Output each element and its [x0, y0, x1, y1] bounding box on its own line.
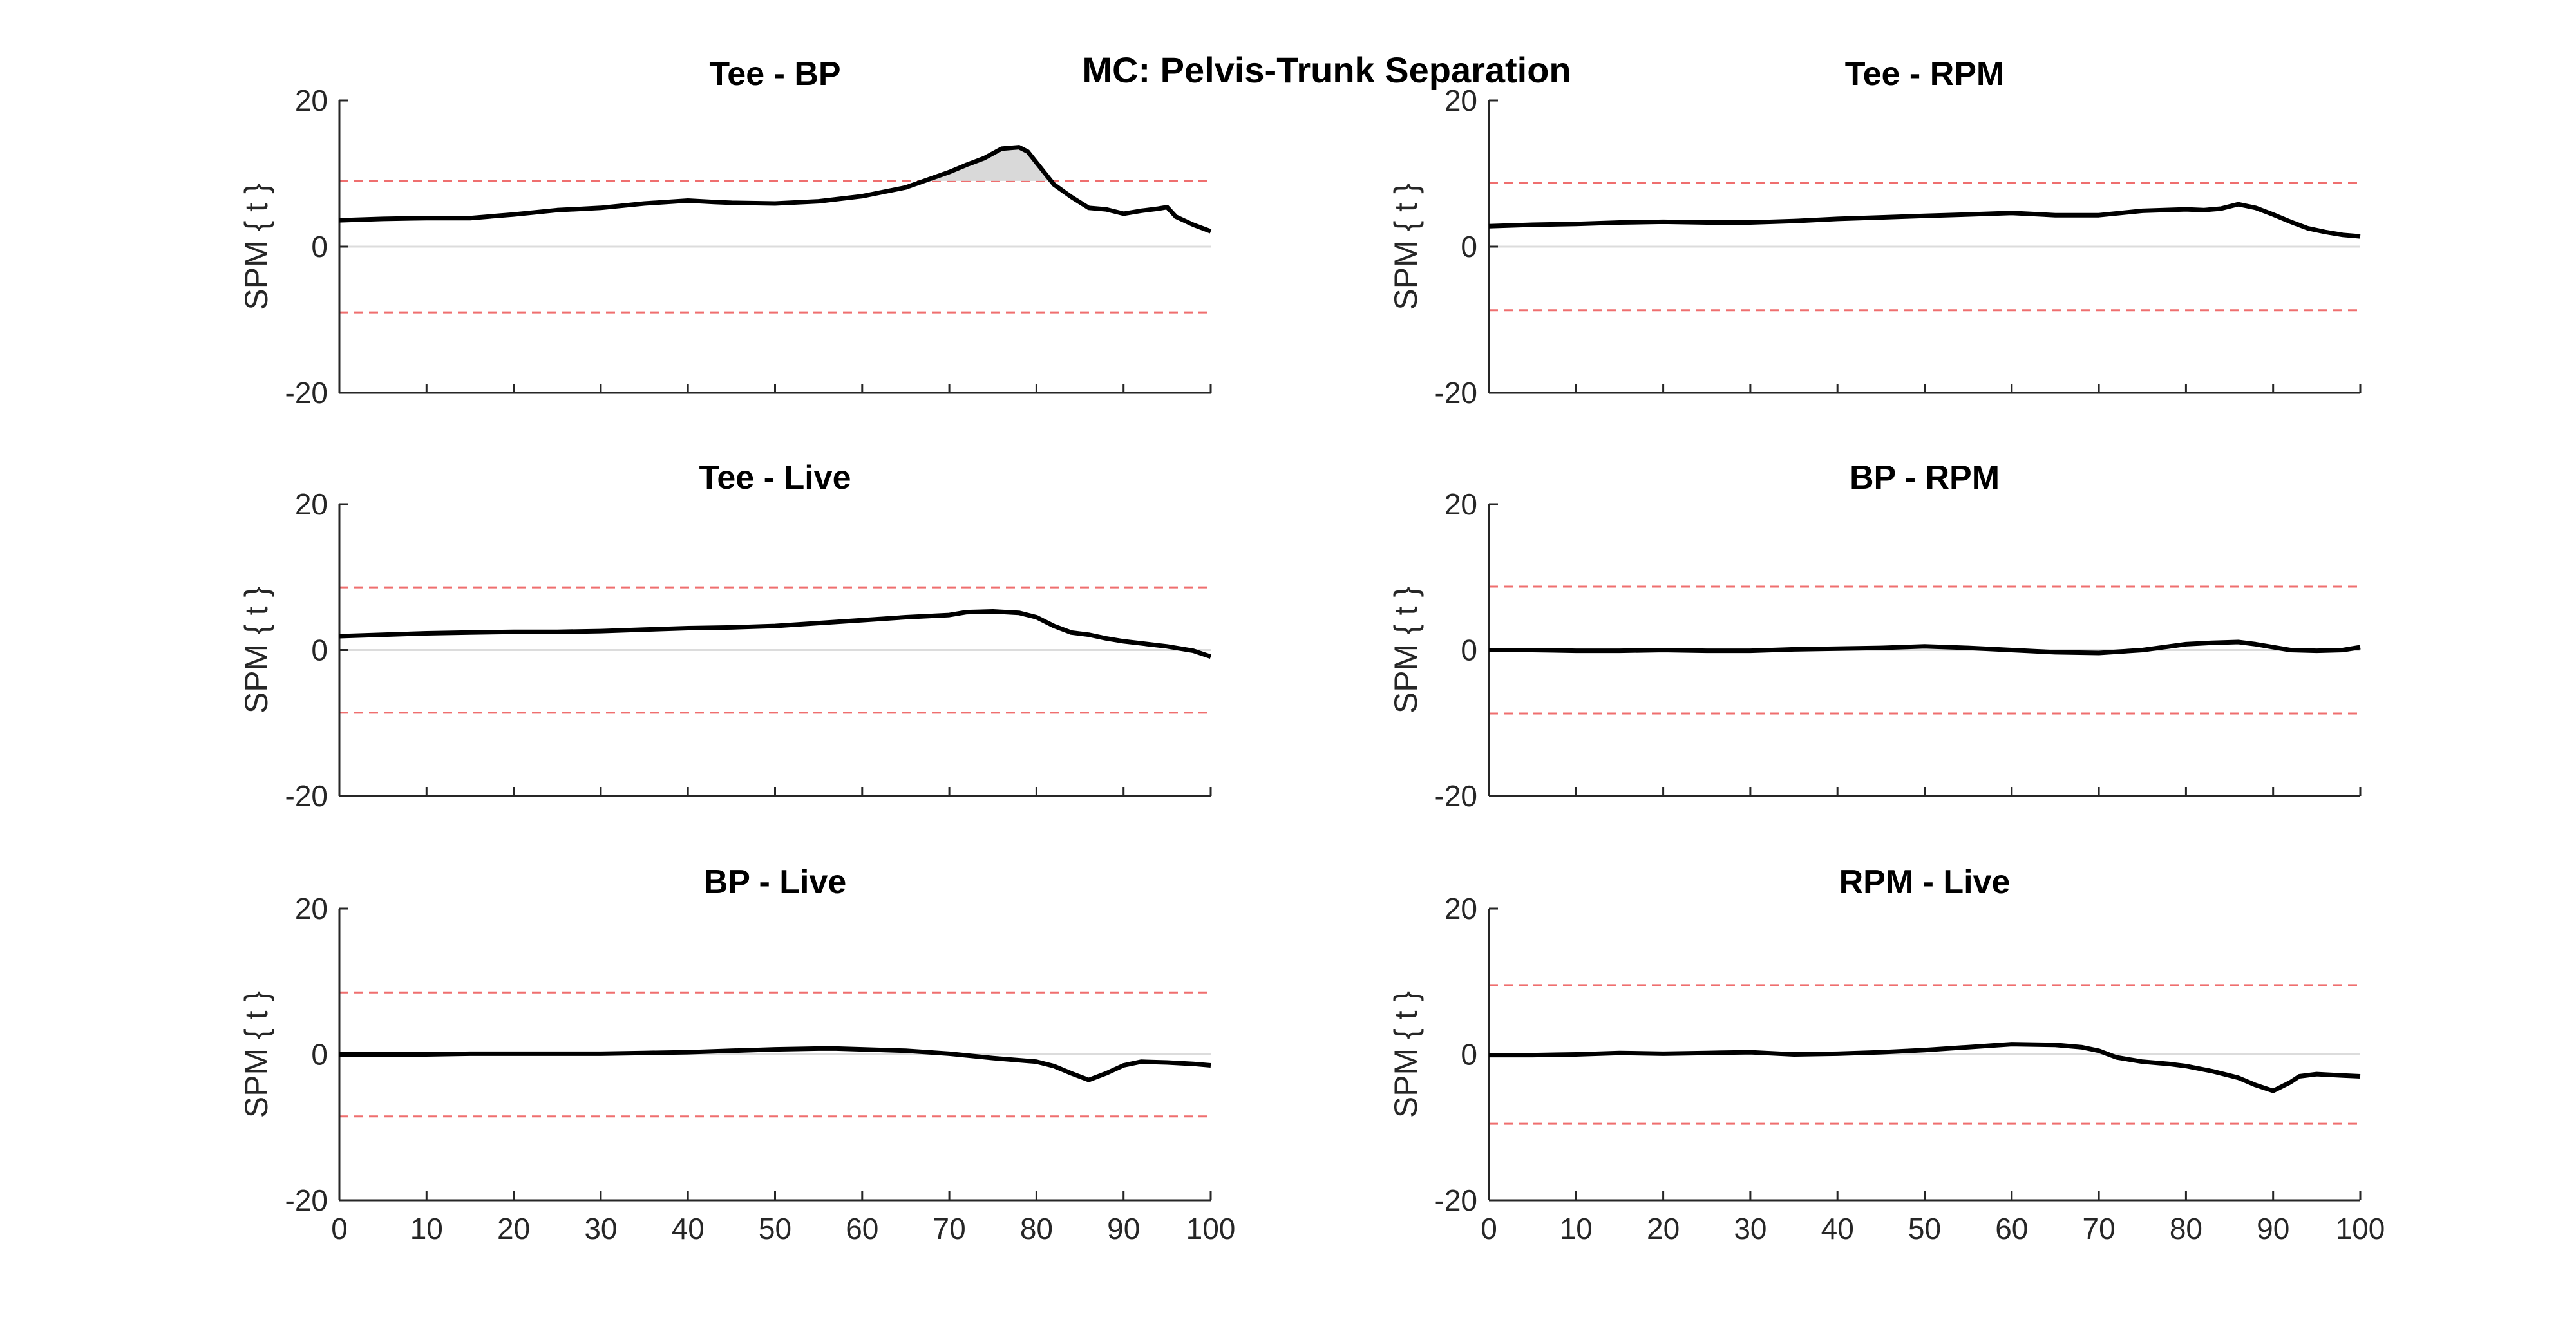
x-tick-label: 90 [1107, 1212, 1140, 1245]
x-tick-label: 50 [1908, 1212, 1941, 1245]
x-tick-label: 30 [1734, 1212, 1766, 1245]
y-tick-label: 0 [311, 230, 328, 263]
x-tick-label: 40 [672, 1212, 705, 1245]
x-tick-label: 10 [1560, 1212, 1593, 1245]
figure-title: MC: Pelvis-Trunk Separation [1082, 50, 1571, 90]
subplot-4: BP - RPM SPM { t } 20 0 -20 [1388, 459, 2362, 813]
y-axis-label: SPM { t } [238, 587, 274, 713]
x-tick-label: 50 [759, 1212, 791, 1245]
y-axis-label: SPM { t } [1388, 991, 1424, 1118]
x-tick-label: 70 [2083, 1212, 2116, 1245]
spm-t-curve [339, 145, 1212, 234]
x-tick-label: 80 [1020, 1212, 1053, 1245]
y-tick-label: 20 [295, 892, 328, 925]
subplot-title: Tee - RPM [1845, 55, 2005, 93]
spm-t-curve [1489, 639, 2361, 656]
subplot-title: BP - RPM [1850, 459, 2000, 496]
y-tick-label: 0 [1461, 230, 1477, 263]
y-axis-label: SPM { t } [238, 183, 274, 310]
y-tick-label: 20 [1444, 84, 1477, 117]
x-tick-label: 90 [2257, 1212, 2289, 1245]
x-tick-label: 100 [2336, 1212, 2385, 1245]
y-axis-label: SPM { t } [238, 991, 274, 1118]
y-tick-label: 0 [1461, 1038, 1477, 1071]
subplot-title: RPM - Live [1839, 864, 2011, 901]
y-tick-label: -20 [285, 376, 328, 410]
x-tick-label: 80 [2170, 1212, 2202, 1245]
y-tick-label: -20 [285, 1184, 328, 1217]
x-tick-label: 70 [933, 1212, 966, 1245]
y-tick-label: 20 [295, 487, 328, 521]
x-tick-label: 10 [410, 1212, 443, 1245]
y-tick-label: -20 [1435, 1184, 1477, 1217]
x-tick-label: 40 [1821, 1212, 1854, 1245]
y-axis-label: SPM { t } [1388, 183, 1424, 310]
x-tick-label: 0 [1481, 1212, 1497, 1245]
x-tick-label: 0 [331, 1212, 348, 1245]
y-axis-label: SPM { t } [1388, 587, 1424, 713]
spm-t-curve [339, 1046, 1211, 1082]
y-tick-label: 0 [1461, 634, 1477, 667]
subplot-title: Tee - BP [709, 55, 840, 93]
spm-t-curve [1488, 202, 2361, 239]
x-tick-label: 100 [1186, 1212, 1236, 1245]
y-tick-label: 20 [1444, 487, 1477, 521]
y-tick-label: 0 [311, 634, 328, 667]
subplot-title: BP - Live [704, 864, 847, 901]
subplot-1: Tee - BP SPM { t } 20 0 -20 [238, 55, 1212, 410]
y-tick-label: -20 [1435, 376, 1477, 410]
spm-t-curve [1489, 1042, 2361, 1093]
subplot-3: Tee - Live SPM { t } 20 0 -20 [238, 459, 1212, 813]
subplot-2: Tee - RPM SPM { t } 20 0 -20 [1388, 55, 2362, 410]
y-tick-label: 20 [1444, 892, 1477, 925]
suprathreshold-cluster [924, 147, 1051, 181]
y-tick-label: 20 [295, 84, 328, 117]
x-tick-label: 20 [1647, 1212, 1680, 1245]
x-tick-label: 60 [846, 1212, 878, 1245]
x-tick-label: 60 [1995, 1212, 2028, 1245]
spm-t-curve [339, 609, 1212, 659]
x-tick-label: 30 [584, 1212, 617, 1245]
subplot-title: Tee - Live [699, 459, 851, 496]
y-tick-label: -20 [285, 779, 328, 813]
x-tick-label: 20 [497, 1212, 530, 1245]
y-tick-label: -20 [1435, 779, 1477, 813]
y-tick-label: 0 [311, 1038, 328, 1071]
